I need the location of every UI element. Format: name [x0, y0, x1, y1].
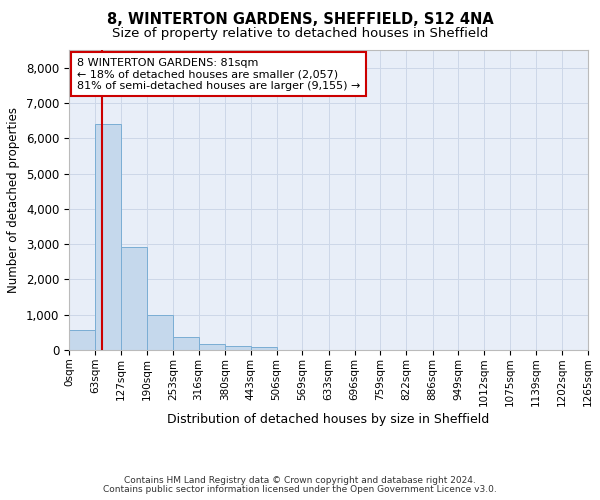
- Bar: [251, 347, 277, 350]
- Bar: [95, 124, 121, 350]
- Text: Size of property relative to detached houses in Sheffield: Size of property relative to detached ho…: [112, 28, 488, 40]
- Y-axis label: Number of detached properties: Number of detached properties: [7, 107, 20, 293]
- Bar: [121, 247, 147, 350]
- Text: Contains HM Land Registry data © Crown copyright and database right 2024.: Contains HM Land Registry data © Crown c…: [124, 476, 476, 485]
- Bar: [199, 344, 225, 350]
- X-axis label: Distribution of detached houses by size in Sheffield: Distribution of detached houses by size …: [167, 414, 490, 426]
- Text: Contains public sector information licensed under the Open Government Licence v3: Contains public sector information licen…: [103, 484, 497, 494]
- Bar: [147, 316, 173, 350]
- Bar: [69, 330, 95, 350]
- Bar: [173, 336, 199, 350]
- Bar: [225, 346, 251, 350]
- Text: 8 WINTERTON GARDENS: 81sqm
← 18% of detached houses are smaller (2,057)
81% of s: 8 WINTERTON GARDENS: 81sqm ← 18% of deta…: [77, 58, 360, 90]
- Text: 8, WINTERTON GARDENS, SHEFFIELD, S12 4NA: 8, WINTERTON GARDENS, SHEFFIELD, S12 4NA: [107, 12, 493, 28]
